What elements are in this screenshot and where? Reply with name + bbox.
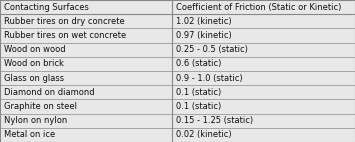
Bar (172, 28, 355, 43)
Bar (172, 0, 355, 14)
Bar (0, 57, 172, 71)
Bar (0, 114, 172, 128)
Text: 0.15 - 1.25 (static): 0.15 - 1.25 (static) (176, 116, 253, 125)
Text: Rubber tires on wet concrete: Rubber tires on wet concrete (4, 31, 126, 40)
Bar (172, 57, 355, 71)
Bar (0, 99, 172, 114)
Bar (0, 43, 172, 57)
Text: 0.9 - 1.0 (static): 0.9 - 1.0 (static) (176, 74, 243, 83)
Text: Contacting Surfaces: Contacting Surfaces (4, 3, 89, 12)
Text: Metal on ice: Metal on ice (4, 130, 55, 139)
Bar (172, 114, 355, 128)
Bar (172, 14, 355, 28)
Text: 0.97 (kinetic): 0.97 (kinetic) (176, 31, 232, 40)
Text: Glass on glass: Glass on glass (4, 74, 64, 83)
Bar (0, 14, 172, 28)
Text: Rubber tires on dry concrete: Rubber tires on dry concrete (4, 17, 125, 26)
Bar (172, 43, 355, 57)
Bar (0, 0, 172, 14)
Bar (172, 99, 355, 114)
Text: 0.02 (kinetic): 0.02 (kinetic) (176, 130, 232, 139)
Text: 0.1 (static): 0.1 (static) (176, 102, 222, 111)
Bar (0, 28, 172, 43)
Text: Nylon on nylon: Nylon on nylon (4, 116, 67, 125)
Text: 0.25 - 0.5 (static): 0.25 - 0.5 (static) (176, 45, 248, 54)
Text: 1.02 (kinetic): 1.02 (kinetic) (176, 17, 232, 26)
Text: Wood on wood: Wood on wood (4, 45, 66, 54)
Bar (172, 85, 355, 99)
Text: Graphite on steel: Graphite on steel (4, 102, 77, 111)
Text: Wood on brick: Wood on brick (4, 59, 64, 68)
Bar (172, 128, 355, 142)
Bar (172, 71, 355, 85)
Text: 0.1 (static): 0.1 (static) (176, 88, 222, 97)
Text: Diamond on diamond: Diamond on diamond (4, 88, 95, 97)
Bar (0, 71, 172, 85)
Bar (0, 85, 172, 99)
Bar (0, 128, 172, 142)
Text: Coefficient of Friction (Static or Kinetic): Coefficient of Friction (Static or Kinet… (176, 3, 342, 12)
Text: 0.6 (static): 0.6 (static) (176, 59, 222, 68)
